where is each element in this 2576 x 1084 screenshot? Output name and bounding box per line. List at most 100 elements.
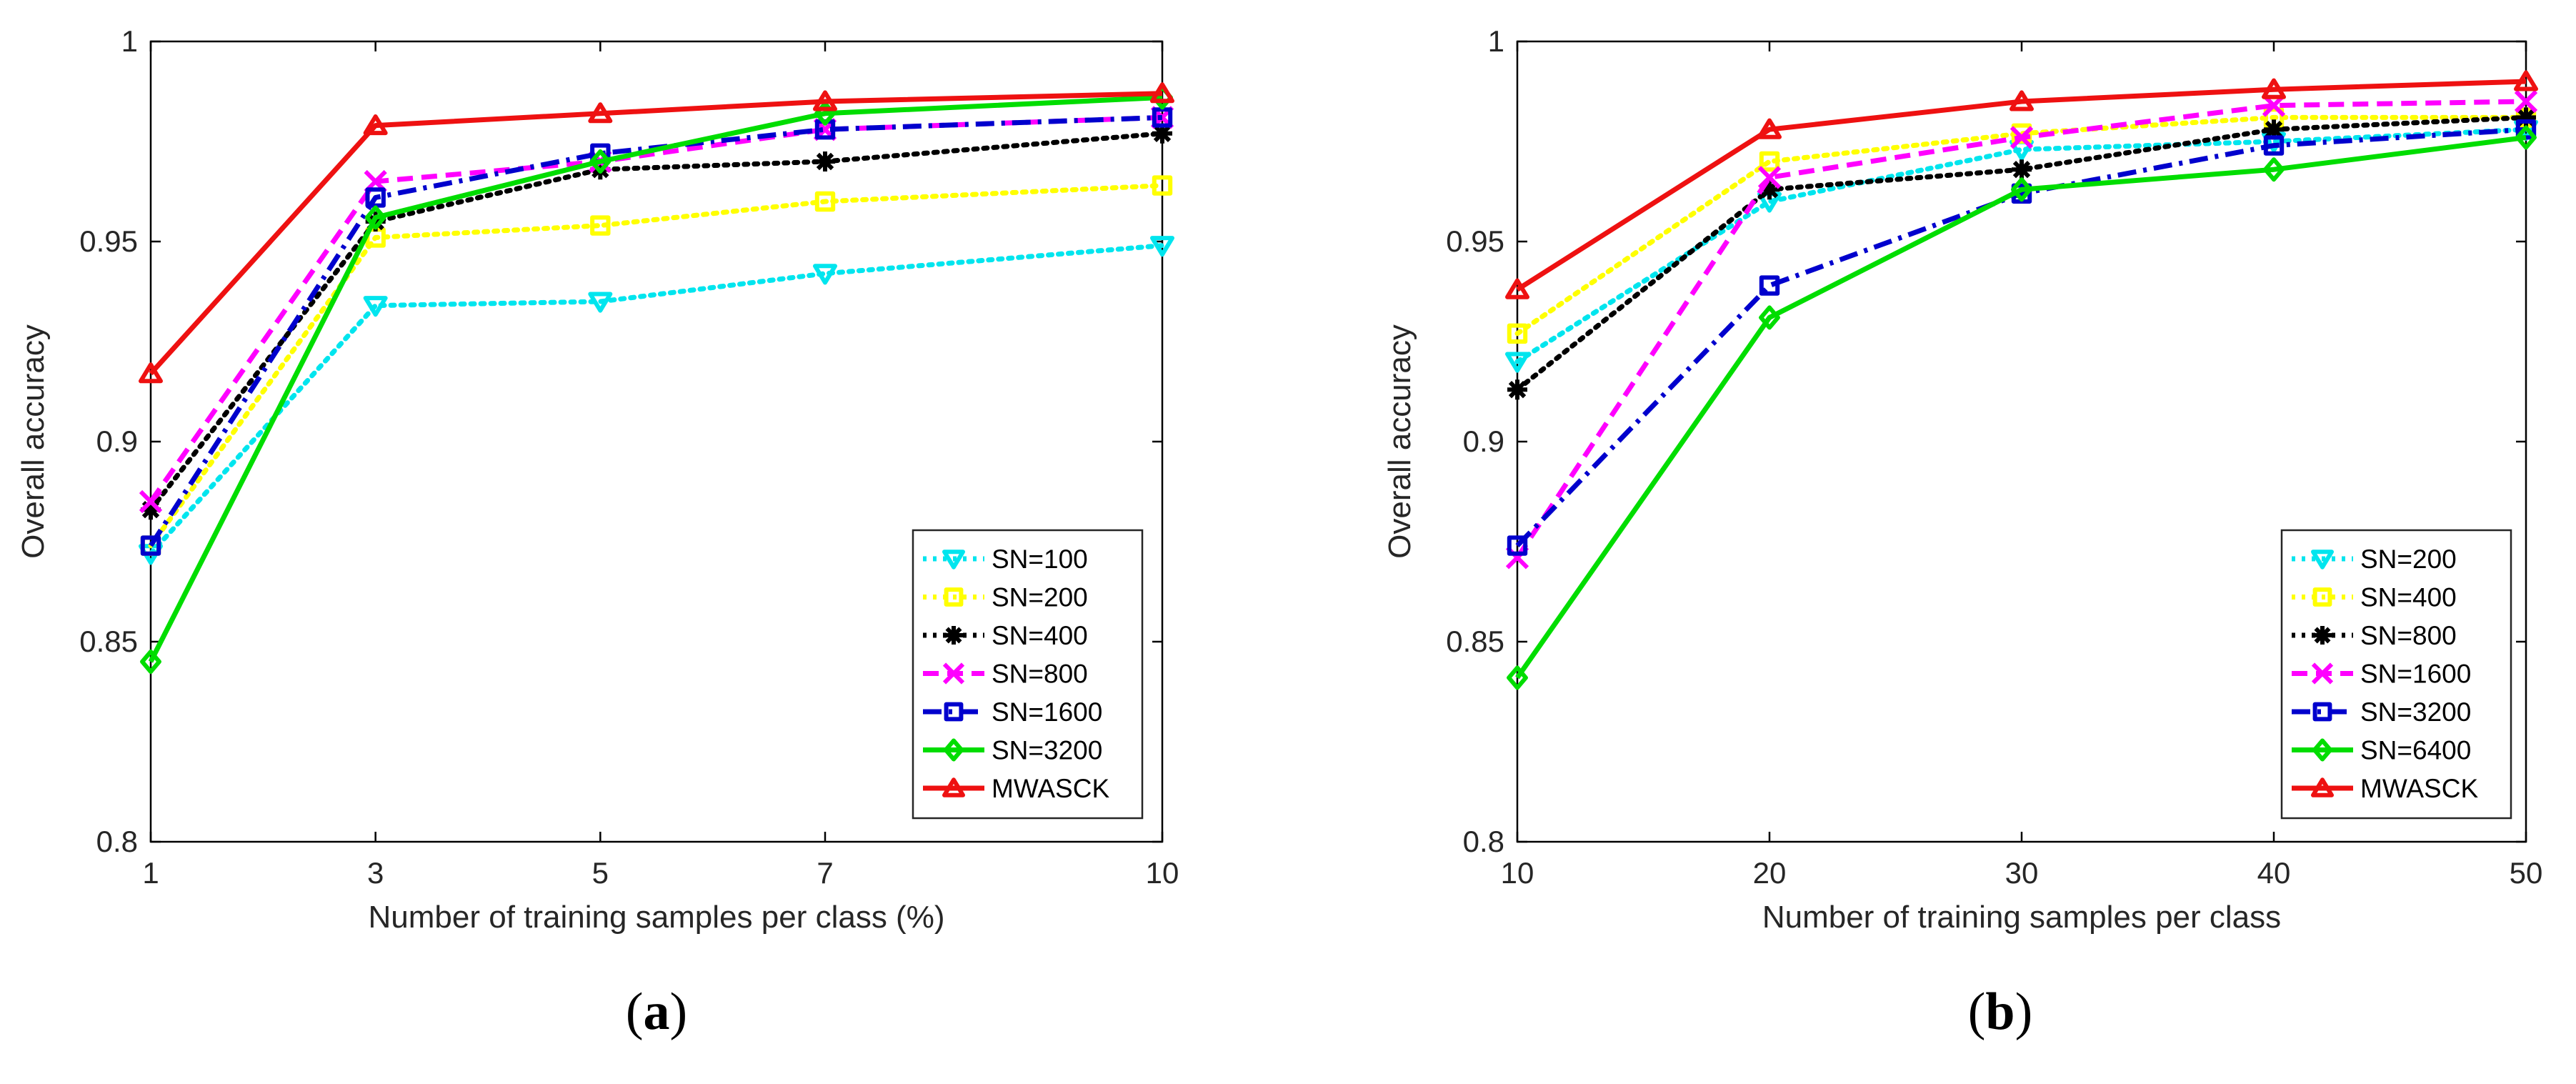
data-point xyxy=(588,292,613,313)
series-sn-3200 xyxy=(140,85,1173,674)
data-point xyxy=(813,264,837,285)
x-axis-label: Number of training samples per class xyxy=(1762,900,2281,935)
data-point xyxy=(2263,135,2285,156)
data-point xyxy=(140,535,161,556)
legend-label: SN=3200 xyxy=(992,736,1102,765)
data-point xyxy=(588,102,613,124)
legend-label: SN=3200 xyxy=(2360,697,2471,727)
legend: SN=100 SN=200 SN=400 SN=800 SN=1600 SN=3200 MW… xyxy=(912,529,1144,820)
data-point xyxy=(1507,535,1528,556)
series-line xyxy=(148,94,1163,663)
series-mwasck xyxy=(1505,70,2538,299)
x-tick-label: 30 xyxy=(2005,856,2039,890)
series-line xyxy=(1516,79,2527,292)
y-axis-label: Overall accuracy xyxy=(1382,324,1417,559)
x-tick-label: 20 xyxy=(1753,856,1787,890)
legend-label: MWASCK xyxy=(2360,774,2478,803)
data-point xyxy=(815,151,835,171)
data-point xyxy=(2263,157,2285,182)
data-point xyxy=(1507,665,1528,690)
data-point xyxy=(1757,166,1782,189)
y-tick-label: 0.95 xyxy=(79,224,138,258)
legend-marker xyxy=(2312,702,2332,722)
series-mwasck xyxy=(139,82,1174,384)
x-tick-label: 7 xyxy=(817,856,833,890)
data-point xyxy=(2012,159,2032,180)
data-point xyxy=(2011,177,2032,202)
data-point xyxy=(140,650,161,674)
y-axis-label: Overall accuracy xyxy=(16,324,51,559)
y-tick-label: 0.9 xyxy=(96,424,138,458)
y-tick-label: 0.95 xyxy=(1446,224,1504,258)
series-line xyxy=(1515,134,2527,680)
panel-caption: (a) xyxy=(626,983,687,1041)
data-point xyxy=(590,215,611,236)
caption-close: ) xyxy=(670,983,688,1041)
caption-open: ( xyxy=(1968,983,1986,1041)
data-point xyxy=(1505,278,1529,299)
series-sn-1600 xyxy=(1505,89,2538,570)
legend-label: SN=1600 xyxy=(2360,660,2471,689)
data-point xyxy=(2262,78,2286,99)
series-line xyxy=(148,243,1165,557)
legend-marker xyxy=(2311,550,2334,570)
data-point xyxy=(364,205,386,230)
data-point xyxy=(2264,119,2284,140)
legend-label: SN=6400 xyxy=(2360,736,2471,765)
data-point xyxy=(1152,123,1172,144)
y-tick-label: 0.85 xyxy=(79,625,138,658)
legend-label: SN=200 xyxy=(2360,545,2457,574)
x-tick-label: 10 xyxy=(1146,856,1179,890)
data-point xyxy=(1507,379,1527,400)
legend-label: SN=400 xyxy=(992,621,1088,650)
x-tick-label: 5 xyxy=(592,856,609,890)
y-tick-label: 0.85 xyxy=(1446,625,1504,658)
legend-marker xyxy=(2311,777,2334,797)
x-tick-label: 10 xyxy=(1501,856,1534,890)
y-tick-label: 0.8 xyxy=(1463,825,1504,858)
caption-close: ) xyxy=(2015,983,2033,1041)
data-point xyxy=(1759,305,1780,330)
data-point xyxy=(814,191,836,212)
data-point xyxy=(139,362,163,384)
data-point xyxy=(2516,107,2536,128)
caption-letter: b xyxy=(1985,983,2015,1041)
data-point xyxy=(1505,352,1529,373)
legend-marker xyxy=(944,626,963,645)
legend-label: SN=200 xyxy=(992,583,1088,612)
series-line xyxy=(1514,114,2529,337)
legend-marker xyxy=(944,702,964,722)
legend-marker xyxy=(942,550,965,570)
data-point xyxy=(1507,323,1528,344)
legend-marker xyxy=(2313,626,2332,645)
series-line xyxy=(1515,126,2527,548)
data-point xyxy=(1759,179,1779,200)
legend-marker xyxy=(2312,738,2333,762)
y-tick-label: 1 xyxy=(1488,24,1504,58)
legend-marker xyxy=(943,738,964,762)
data-point xyxy=(363,114,388,136)
legend-marker xyxy=(2312,587,2332,607)
x-tick-label: 1 xyxy=(142,856,159,890)
legend-label: SN=800 xyxy=(992,660,1088,689)
data-point xyxy=(1759,275,1780,296)
chart-panel-b: 10 20 30 40 50 0.8 0.85 0.9 0.95 1 Number of train… xyxy=(1382,24,2542,1041)
data-point xyxy=(2514,89,2538,114)
data-point xyxy=(1150,236,1174,257)
data-point xyxy=(2010,126,2034,149)
series-sn-800 xyxy=(1507,107,2536,400)
y-tick-label: 1 xyxy=(121,24,138,58)
legend-marker xyxy=(2311,662,2334,685)
legend-marker xyxy=(942,777,965,797)
chart-panel-a: 1 3 5 7 10 0.8 0.85 0.9 0.95 1 Number of training … xyxy=(16,24,1179,1041)
legend-label: SN=1600 xyxy=(992,697,1102,727)
y-tick-label: 0.9 xyxy=(1463,424,1504,458)
series-line xyxy=(149,91,1163,376)
panel-caption: (b) xyxy=(1968,983,2032,1041)
legend-label: MWASCK xyxy=(992,774,1109,803)
data-point xyxy=(2011,123,2032,144)
data-point xyxy=(141,499,161,520)
data-point xyxy=(1757,118,1782,139)
legend-label: SN=100 xyxy=(992,545,1088,574)
